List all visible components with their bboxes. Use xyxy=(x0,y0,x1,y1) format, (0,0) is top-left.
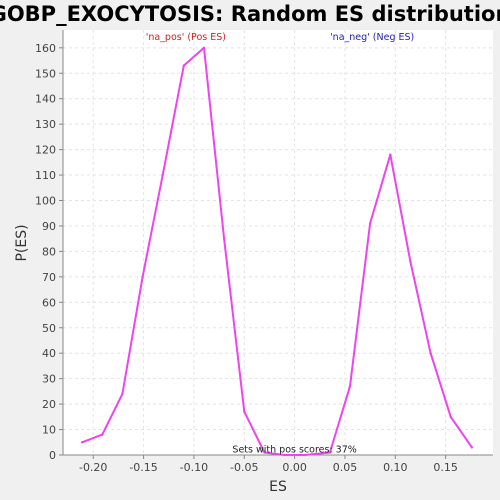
y-tick-label: 120 xyxy=(35,144,56,157)
data-point xyxy=(243,410,246,413)
chart-title: GOBP_EXOCYTOSIS: Random ES distribution xyxy=(0,2,500,26)
y-tick-label: 130 xyxy=(35,118,56,131)
y-tick-label: 150 xyxy=(35,67,56,80)
x-tick-label: -0.15 xyxy=(129,461,157,474)
x-tick-label: -0.20 xyxy=(79,461,107,474)
y-tick-label: 60 xyxy=(42,296,56,309)
x-axis-label: ES xyxy=(269,479,287,495)
data-point xyxy=(121,392,124,396)
y-tick-label: 90 xyxy=(42,220,56,233)
data-point xyxy=(348,385,352,388)
x-tick-label: -0.10 xyxy=(180,461,208,474)
y-ticks: 0 10 20 30 40 50 60 70 80 90 100 110 120 130 140 150 160 xyxy=(35,42,63,462)
y-tick-label: 160 xyxy=(35,42,56,55)
chart-annotation: Sets with pos scores: 37% xyxy=(232,444,356,455)
y-tick-label: 100 xyxy=(35,195,56,208)
data-point xyxy=(303,453,306,457)
data-point xyxy=(389,153,392,156)
x-tick-label: 0.00 xyxy=(282,461,307,474)
grid xyxy=(63,30,493,456)
data-point xyxy=(222,237,226,240)
x-tick-label: 0.05 xyxy=(333,461,358,474)
y-tick-label: 40 xyxy=(42,347,56,360)
data-point xyxy=(449,415,452,419)
y-tick-label: 0 xyxy=(49,449,56,462)
y-tick-label: 30 xyxy=(42,373,56,386)
data-point xyxy=(182,64,186,67)
data-point xyxy=(101,433,104,436)
y-tick-label: 140 xyxy=(35,93,56,106)
x-tick-label: -0.05 xyxy=(230,461,258,474)
data-point xyxy=(283,453,286,457)
data-point xyxy=(141,275,144,279)
data-point xyxy=(263,451,266,454)
data-point xyxy=(202,46,206,50)
x-ticks: -0.20 -0.15 -0.10 -0.05 0.00 0.05 0.10 0.15 xyxy=(79,455,458,474)
chart-annotation: 'na_neg' (Neg ES) xyxy=(330,32,414,43)
data-point xyxy=(470,446,474,449)
y-tick-label: 110 xyxy=(35,169,56,182)
data-point xyxy=(409,260,412,263)
x-tick-label: 0.15 xyxy=(433,461,458,474)
data-point xyxy=(161,173,164,177)
y-tick-label: 70 xyxy=(42,271,56,284)
series-layer xyxy=(80,46,474,457)
y-axis-label: P(ES) xyxy=(14,224,30,261)
data-point xyxy=(429,352,432,355)
data-point xyxy=(368,222,372,225)
y-tick-label: 80 xyxy=(42,245,56,258)
data-point xyxy=(328,451,332,454)
y-tick-label: 20 xyxy=(42,398,56,411)
data-point xyxy=(80,441,84,444)
plot-area xyxy=(63,30,493,455)
x-tick-label: 0.10 xyxy=(383,461,408,474)
y-tick-label: 50 xyxy=(42,322,56,335)
annotations: 'na_pos' (Pos ES) 'na_neg' (Neg ES) Sets w… xyxy=(146,32,415,455)
chart-annotation: 'na_pos' (Pos ES) xyxy=(146,32,226,43)
y-tick-label: 10 xyxy=(42,424,56,437)
es-distribution-line xyxy=(81,46,473,456)
